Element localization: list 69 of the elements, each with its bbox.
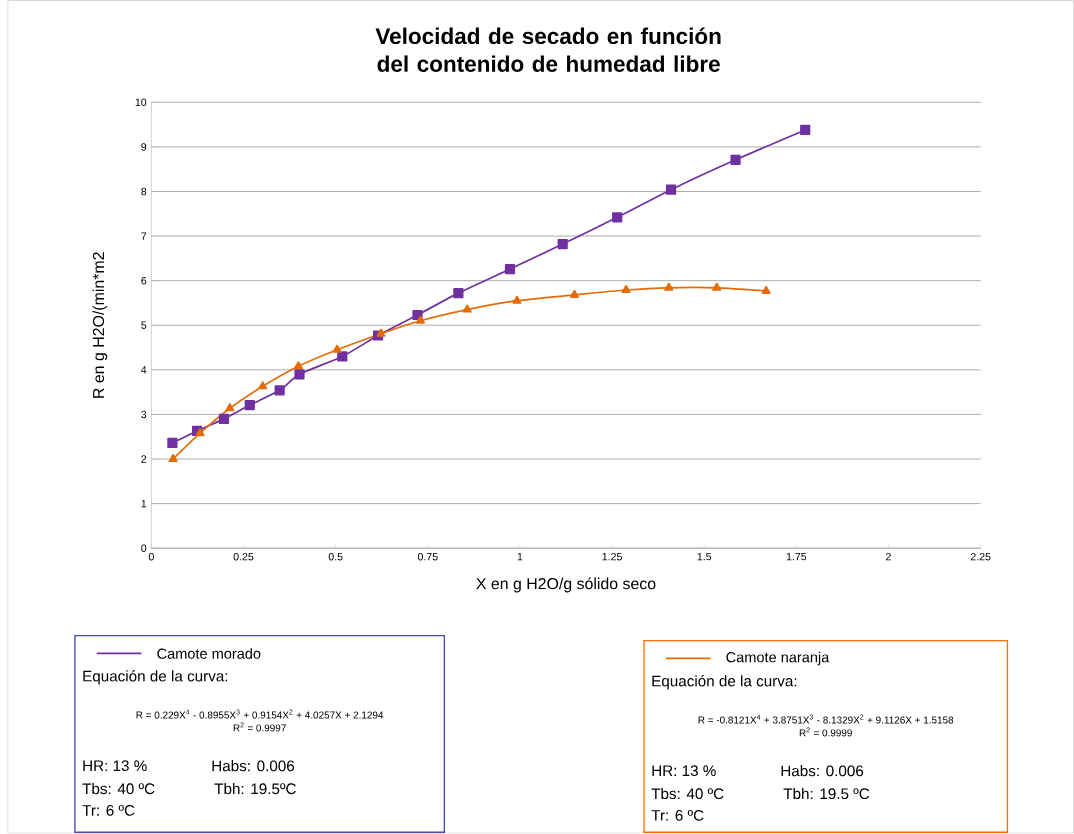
point	[512, 295, 522, 304]
point	[664, 282, 674, 292]
point	[258, 381, 268, 390]
point	[293, 361, 303, 370]
text: R = -0.8121X$^{4}$ + 3.8751X$^{3}$ - 8.1329X$^{2}$ + 9.1126X + 1.5158	[698, 714, 954, 724]
x-tick-label: 0	[148, 553, 154, 561]
x-tick-label: 2	[886, 553, 891, 561]
point	[376, 328, 386, 337]
y-axis-title: R en g H2O/(min*m2	[92, 252, 108, 398]
chart-title: Velocidad de secado en función del contenido de humedad libre	[375, 27, 721, 73]
point	[453, 288, 464, 299]
text: Equación de la curva:	[83, 670, 228, 685]
point	[225, 403, 235, 412]
text: HR: 13 %	[83, 760, 147, 772]
y-tick-label: 5	[141, 321, 147, 330]
y-tick-label: 10	[135, 98, 147, 107]
y-tick-label: 7	[141, 232, 147, 240]
text: Tr: 6 ºC	[82, 805, 135, 817]
x-tick-label: 0.25	[233, 553, 254, 561]
point	[337, 351, 348, 362]
point	[244, 400, 255, 411]
text: Tbh: 19.5ºC	[214, 783, 296, 795]
y-tick-label: 3	[141, 410, 147, 419]
point	[294, 369, 305, 380]
x-tick-label: 1.25	[602, 553, 622, 561]
legend-label: Camote naranja	[726, 651, 830, 666]
y-tick-label: 8	[141, 187, 147, 196]
point	[761, 286, 771, 295]
text: Equación de la curva:	[652, 675, 797, 690]
x-tick-label: 2.25	[970, 553, 991, 561]
point	[504, 264, 516, 275]
point	[218, 414, 230, 425]
point	[462, 304, 472, 313]
x-axis-title: X en g H2O/g sólido seco	[476, 577, 656, 593]
legend-label: Camote morado	[157, 648, 261, 660]
text: Tbh: 19.5 ºC	[783, 788, 870, 800]
point	[665, 184, 677, 196]
x-tick-label: 1.5	[697, 553, 712, 561]
point	[332, 344, 342, 353]
x-tick-label: 1.75	[786, 553, 807, 561]
point	[557, 239, 568, 250]
point	[415, 315, 425, 325]
point	[168, 454, 178, 463]
x-tick-label: 0.75	[417, 553, 438, 561]
x-tick-label: 1	[517, 553, 523, 561]
y-tick-label: 0	[141, 544, 147, 553]
y-tick-label: 4	[141, 366, 147, 374]
y-tick-label: 6	[141, 277, 147, 285]
point	[167, 438, 178, 449]
text: Habs: 0.006	[212, 760, 295, 772]
point	[569, 290, 580, 299]
y-tick-label: 1	[141, 500, 147, 508]
point	[274, 385, 285, 396]
text: R$^{2}$ = 0.9997	[233, 722, 286, 732]
text: Tbs: 40 ºC	[82, 783, 155, 795]
point	[800, 125, 811, 136]
point	[612, 212, 623, 223]
text: R = 0.229X$^{4}$ - 0.8955X$^{3}$ + 0.9154X$^{2}$ + 4.0257X + 2.1294	[136, 709, 384, 719]
text: HR: 13 %	[652, 765, 716, 777]
point	[712, 282, 722, 292]
point	[621, 285, 631, 294]
point	[730, 154, 741, 166]
y-tick-label: 2	[141, 455, 147, 463]
y-tick-label: 9	[141, 143, 147, 151]
text: Tbs: 40 ºC	[651, 788, 724, 800]
text: Tr: 6 ºC	[651, 810, 704, 821]
text: R$^{2}$ = 0.9999	[799, 727, 852, 737]
text: Habs: 0.006	[781, 765, 864, 777]
x-tick-label: 0.5	[328, 553, 343, 561]
